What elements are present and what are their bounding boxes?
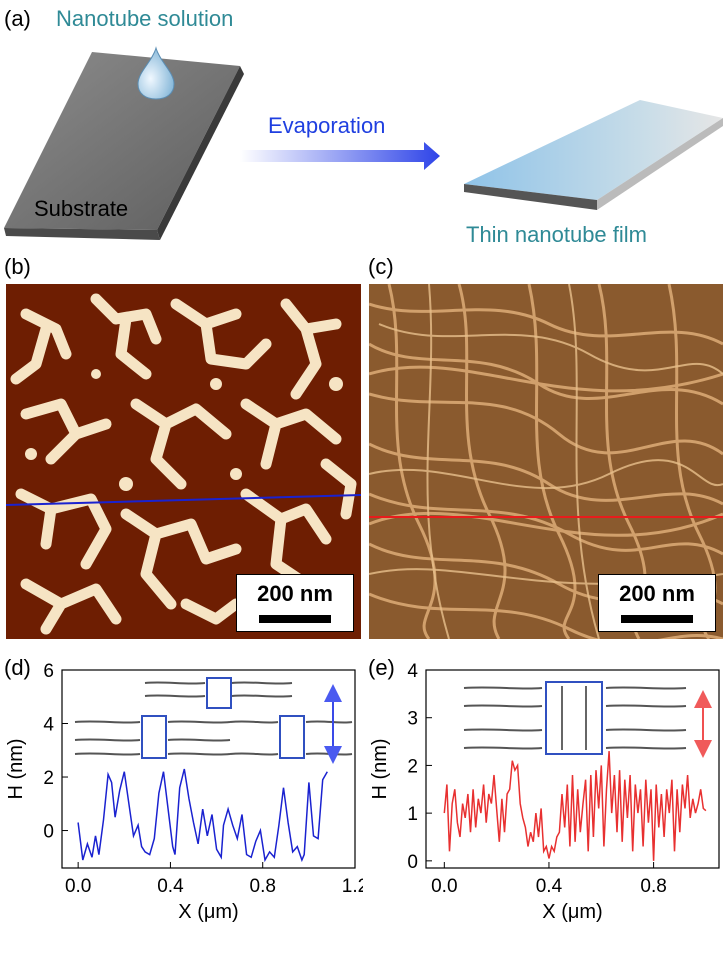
nanotube-network-c	[369, 284, 723, 639]
evaporation-label: Evaporation	[268, 113, 386, 138]
schematic-a	[4, 46, 723, 240]
x-tick-label-d: 0.4	[157, 876, 184, 897]
scale-bar-line-c	[621, 615, 693, 623]
series-line-profile-c	[443, 751, 707, 861]
panel-a-label: (a)	[4, 6, 31, 31]
nanotube-dots-b	[25, 369, 343, 491]
plot-frame-e	[425, 669, 720, 869]
substrate-top	[4, 52, 240, 230]
y-tick-label-e: 0	[407, 852, 418, 873]
molecule-inset-d	[74, 677, 353, 759]
x-tick-label-d: 0.0	[65, 876, 91, 897]
y-tick-label-d: 2	[43, 768, 54, 789]
thin-film-label: Thin nanotube film	[466, 222, 647, 247]
substrate-edge	[157, 66, 244, 240]
double-arrow-icon-d	[324, 684, 342, 764]
nanotube-solution-label: Nanotube solution	[56, 6, 234, 31]
panel-b-label: (b)	[4, 254, 31, 279]
y-tick-label-d: 6	[43, 661, 54, 682]
y-tick-label-e: 2	[407, 756, 418, 777]
x-tick-label-d: 1.2	[342, 876, 363, 897]
y-tick-label-d: 0	[43, 822, 54, 843]
y-axis-label-d: H (nm)	[5, 738, 27, 799]
evaporation-arrow-icon	[240, 142, 440, 170]
y-axis-label-e: H (nm)	[369, 738, 391, 799]
y-tick-label-d: 4	[43, 715, 54, 736]
x-tick-label-e: 0.4	[536, 876, 563, 897]
scale-bar-line-b	[259, 615, 331, 623]
droplet-icon	[137, 46, 175, 100]
scale-label-b: 200 nm	[257, 581, 333, 606]
x-tick-label-e: 0.8	[640, 876, 666, 897]
panel-d-label: (d)	[4, 655, 31, 680]
scale-label-c: 200 nm	[619, 581, 695, 606]
y-tick-label-e: 3	[407, 709, 418, 730]
y-tick-label-e: 4	[407, 661, 418, 682]
scale-bar-c: 200 nm	[598, 574, 716, 632]
panel-e-label: (e)	[368, 655, 395, 680]
chart-d: 0.0 0.4 0.8 1.2 0 2 4 6 X (μm) H (nm)	[5, 661, 363, 923]
plot-frame-d	[61, 669, 356, 869]
scale-bar-b: 200 nm	[236, 574, 354, 632]
series-line-profile-b	[77, 768, 328, 863]
profile-line-b	[6, 494, 361, 506]
y-tick-label-e: 1	[407, 804, 418, 825]
film-edge	[464, 184, 597, 210]
substrate-label: Substrate	[34, 196, 129, 221]
double-arrow-icon-e	[694, 690, 712, 758]
molecule-inset-e	[463, 681, 687, 755]
panel-c-label: (c)	[368, 254, 394, 279]
film-top	[464, 100, 723, 200]
chart-e: 0.0 0.4 0.8 0 1 2 3 4 X (μm) H (nm)	[369, 661, 720, 923]
nanotube-bundles-b	[10, 293, 357, 635]
x-tick-label-e: 0.0	[431, 876, 457, 897]
x-tick-label-d: 0.8	[250, 876, 276, 897]
x-axis-label-e: X (μm)	[542, 901, 602, 923]
x-axis-label-d: X (μm)	[178, 901, 238, 923]
